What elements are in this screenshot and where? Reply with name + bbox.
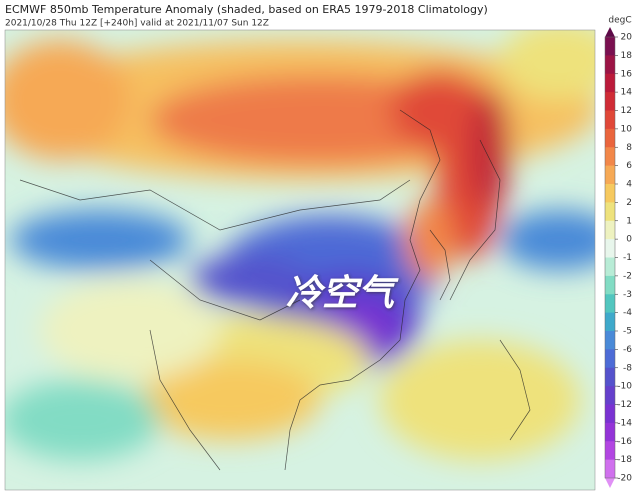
map-area bbox=[5, 30, 595, 490]
colorbar-segment bbox=[605, 73, 615, 93]
colorbar-tick-label: -2 bbox=[623, 271, 632, 281]
colorbar-segment bbox=[605, 147, 615, 167]
colorbar-segment bbox=[605, 202, 615, 222]
colorbar-segment bbox=[605, 239, 615, 258]
colorbar-tick-label: 2 bbox=[626, 198, 632, 208]
colorbar-tick-label: 8 bbox=[626, 143, 632, 153]
colorbar-tick-label: 10 bbox=[621, 124, 633, 134]
colorbar-segment bbox=[605, 312, 615, 332]
colorbar-segment bbox=[605, 404, 615, 424]
annotation: 冷空气 bbox=[286, 273, 399, 314]
colorbar-tick-label: 16 bbox=[621, 69, 633, 79]
colorbar-tick-label: -3 bbox=[623, 290, 632, 300]
colorbar-tick-label: -5 bbox=[623, 327, 632, 337]
colorbar-segment bbox=[605, 367, 615, 387]
colorbar-tick-label: -1 bbox=[623, 253, 632, 263]
map-title: ECMWF 850mb Temperature Anomaly (shaded,… bbox=[5, 3, 488, 16]
colorbar-tick-label: 0 bbox=[626, 235, 632, 245]
colorbar-tick-label: -8 bbox=[623, 363, 632, 373]
colorbar-segment bbox=[605, 165, 615, 185]
colorbar-segment bbox=[605, 37, 615, 56]
colorbar-segment bbox=[605, 422, 615, 442]
colorbar-segment bbox=[605, 55, 615, 75]
colorbar-tick-label: -4 bbox=[623, 308, 632, 318]
colorbar-segment bbox=[605, 275, 615, 295]
colorbar-segment bbox=[605, 220, 615, 240]
colorbar-tick-label: 4 bbox=[626, 180, 632, 190]
colorbar-top-triangle bbox=[605, 27, 615, 37]
colorbar-tick-label: 20 bbox=[621, 33, 633, 43]
colorbar-segment bbox=[605, 92, 615, 111]
colorbar-tick-label: -10 bbox=[617, 382, 632, 392]
colorbar-tick-label: -20 bbox=[617, 474, 632, 484]
colorbar-tick-label: -18 bbox=[617, 455, 632, 465]
colorbar-bottom-triangle bbox=[605, 478, 615, 488]
map-subtitle: 2021/10/28 Thu 12Z [+240h] valid at 2021… bbox=[5, 19, 269, 29]
colorbar-segment bbox=[605, 386, 615, 405]
colorbar-segment bbox=[605, 128, 615, 148]
colorbar-unit: degC bbox=[608, 16, 631, 26]
colorbar-tick-label: 14 bbox=[621, 88, 633, 98]
colorbar-tick-label: -14 bbox=[617, 418, 632, 428]
colorbar-segment bbox=[605, 184, 615, 203]
colorbar-tick-label: -16 bbox=[617, 437, 632, 447]
colorbar: 201816141210864210-1-2-3-4-5-6-8-10-12-1… bbox=[604, 27, 633, 488]
colorbar-tick-label: 12 bbox=[621, 106, 632, 116]
colorbar-tick-label: -6 bbox=[623, 345, 632, 355]
colorbar-segment bbox=[605, 331, 615, 350]
colorbar-segment bbox=[605, 257, 615, 277]
colorbar-segment bbox=[605, 349, 615, 369]
colorbar-segment bbox=[605, 459, 615, 479]
colorbar-segment bbox=[605, 110, 615, 130]
colorbar-segment bbox=[605, 441, 615, 461]
colorbar-tick-label: 18 bbox=[621, 51, 633, 61]
colorbar-tick-label: 6 bbox=[626, 161, 632, 171]
colorbar-tick-label: 1 bbox=[626, 216, 632, 226]
colorbar-tick-label: -12 bbox=[617, 400, 632, 410]
colorbar-segment bbox=[605, 294, 615, 314]
